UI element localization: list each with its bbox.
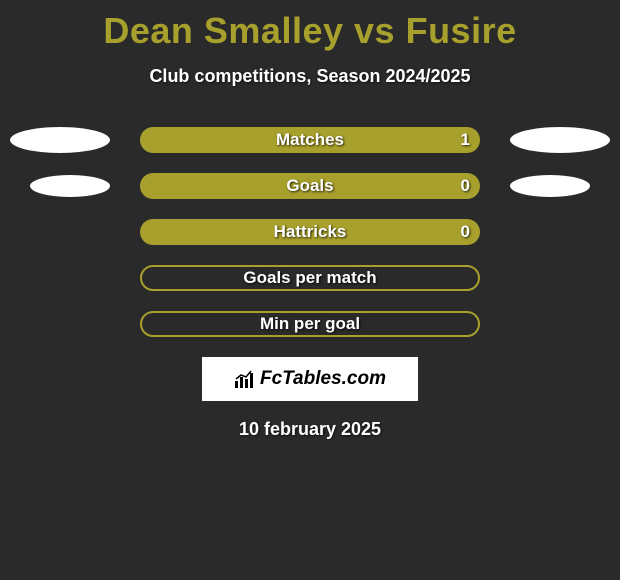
stat-label: Goals per match <box>0 265 620 291</box>
subtitle: Club competitions, Season 2024/2025 <box>0 66 620 87</box>
date-text: 10 february 2025 <box>0 419 620 440</box>
stat-value-right: 1 <box>461 127 470 153</box>
chart-icon <box>234 370 256 388</box>
stat-label: Matches <box>0 127 620 153</box>
stat-row: Matches1 <box>0 127 620 155</box>
stat-row: Hattricks0 <box>0 219 620 247</box>
stat-row: Goals per match <box>0 265 620 293</box>
stat-value-right: 0 <box>461 173 470 199</box>
stat-label: Goals <box>0 173 620 199</box>
page-title: Dean Smalley vs Fusire <box>0 0 620 52</box>
logo-text: FcTables.com <box>260 368 386 390</box>
stat-value-right: 0 <box>461 219 470 245</box>
logo-box: FcTables.com <box>202 357 418 401</box>
stat-label: Hattricks <box>0 219 620 245</box>
stat-row: Goals0 <box>0 173 620 201</box>
stat-label: Min per goal <box>0 311 620 337</box>
stat-row: Min per goal <box>0 311 620 339</box>
player2-name: Fusire <box>406 10 517 51</box>
vs-text: vs <box>354 10 395 51</box>
logo-inner: FcTables.com <box>234 368 386 390</box>
comparison-chart: Matches1Goals0Hattricks0Goals per matchM… <box>0 127 620 339</box>
player1-name: Dean Smalley <box>103 10 343 51</box>
